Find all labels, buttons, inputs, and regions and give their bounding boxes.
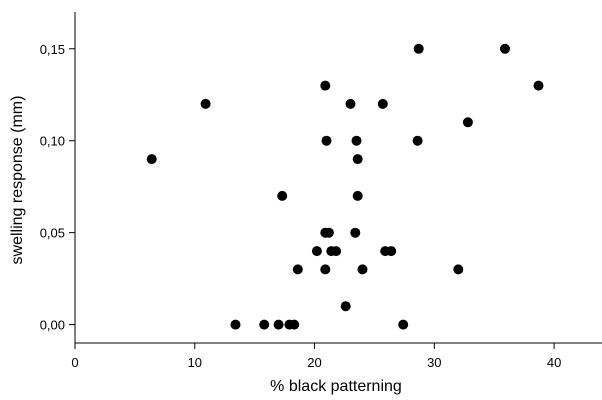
- data-point: [357, 264, 368, 275]
- data-point: [230, 319, 241, 330]
- data-point: [386, 246, 397, 257]
- data-point: [321, 135, 332, 146]
- data-point: [351, 135, 362, 146]
- data-point: [377, 98, 388, 109]
- y-tick-label: 0,00: [40, 318, 65, 333]
- data-point: [320, 264, 331, 275]
- data-point: [500, 43, 510, 54]
- y-tick-label: 0,05: [40, 226, 65, 241]
- data-point: [277, 190, 288, 201]
- data-point: [398, 319, 409, 330]
- x-tick-label: 0: [71, 355, 78, 370]
- data-point: [352, 154, 363, 165]
- data-point: [413, 43, 424, 54]
- x-axis-label: % black patterning: [270, 378, 402, 395]
- data-point: [462, 117, 473, 128]
- data-point: [453, 264, 464, 275]
- data-point: [289, 319, 300, 330]
- y-tick-label: 0,10: [40, 134, 65, 149]
- data-point: [292, 264, 303, 275]
- data-point: [273, 319, 284, 330]
- data-point: [259, 319, 270, 330]
- y-tick-label: 0,15: [40, 42, 65, 57]
- x-tick-label: 40: [547, 355, 561, 370]
- axes: 0 10 20 30 40 0,00 0,05 0,10 0,15: [40, 12, 602, 370]
- data-point: [323, 227, 334, 238]
- data-point: [345, 98, 356, 109]
- x-tick-label: 20: [307, 355, 321, 370]
- data-point: [311, 246, 322, 257]
- x-tick-label: 30: [427, 355, 441, 370]
- y-axis-label: swelling response (mm): [9, 96, 26, 265]
- data-point: [331, 246, 342, 257]
- data-point: [352, 190, 363, 201]
- data-point: [200, 98, 211, 109]
- data-point: [340, 301, 351, 312]
- data-point: [320, 80, 331, 91]
- data-point: [412, 135, 423, 146]
- data-points: [146, 43, 544, 330]
- x-tick-label: 10: [188, 355, 202, 370]
- data-point: [146, 154, 157, 165]
- data-point: [533, 80, 544, 91]
- data-point: [350, 227, 361, 238]
